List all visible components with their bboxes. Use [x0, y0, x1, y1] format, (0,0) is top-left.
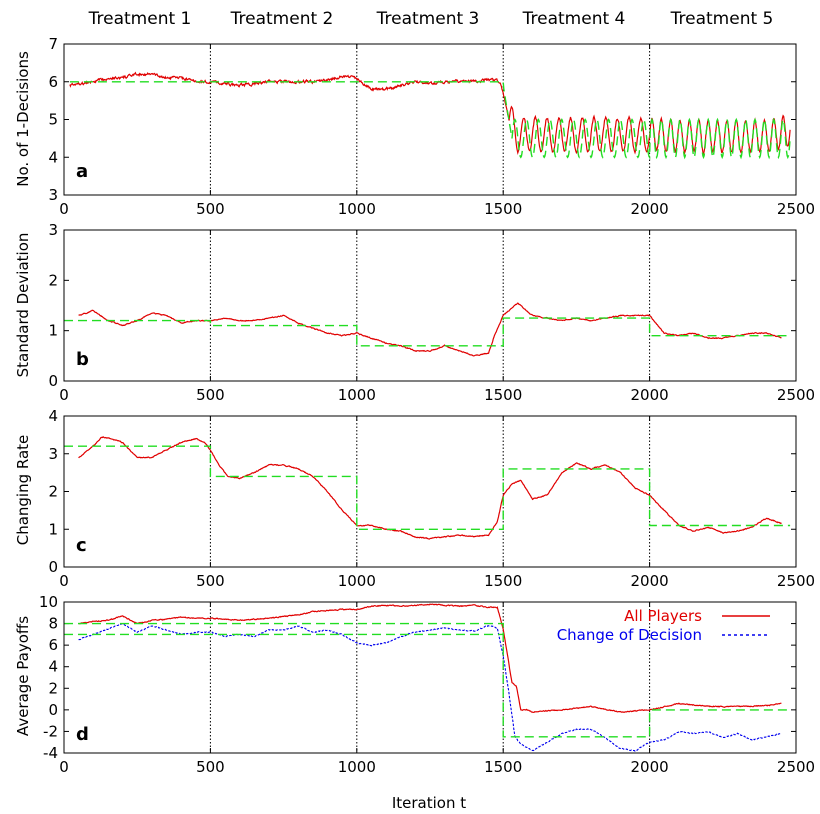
panel-a-ytick-label-1: 4: [48, 148, 58, 166]
panel-b-series-reference: [64, 317, 791, 347]
panel-c-ytick-label-2: 2: [48, 483, 58, 501]
panel-a-xtick-label-2: 1000: [338, 200, 376, 218]
panel-c-xtick-label-0: 0: [59, 572, 69, 590]
panel-b-ytick-label-2: 2: [48, 271, 58, 289]
panel-d-ylabel: Average Payoffs: [14, 616, 32, 736]
panel-a: 0 500 1000 1500 2000 2500 3 4 5 6 7 No. of 1-Decis…: [14, 35, 815, 218]
panel-d-ytick-label-5: 6: [48, 636, 58, 654]
panel-c-frame: [63, 415, 797, 568]
panel-b-letter: b: [76, 349, 89, 370]
panel-a-ytick-label-4: 7: [48, 35, 58, 53]
header-treatment-4: Treatment 4: [522, 9, 626, 29]
panel-c-letter: c: [76, 535, 87, 556]
panel-d-ytick-label-6: 8: [48, 615, 58, 633]
panel-b-xtick-label-1: 500: [196, 386, 225, 404]
panel-a-letter: a: [76, 161, 88, 182]
panel-d-letter: d: [76, 724, 89, 745]
panel-c-ytick-label-3: 3: [48, 445, 58, 463]
panel-a-xtick-label-5: 2500: [777, 200, 815, 218]
panel-b-xtick-label-4: 2000: [631, 386, 669, 404]
header-treatment-2: Treatment 2: [230, 9, 334, 29]
panel-d-xtick-label-1: 500: [196, 758, 225, 776]
header-treatment-3: Treatment 3: [376, 9, 480, 29]
panel-c-series-measured: [78, 436, 782, 540]
panel-b-xtick-label-3: 1500: [484, 386, 522, 404]
panel-b-ytick-label-0: 0: [48, 372, 58, 390]
panel-b-xtick-label-0: 0: [59, 386, 69, 404]
panel-a-marks: 0 500 1000 1500 2000 2500 3 4 5 6 7: [48, 35, 815, 218]
panel-a-ytick-label-3: 6: [48, 73, 58, 91]
panel-a-xtick-label-4: 2000: [631, 200, 669, 218]
panel-a-series-reference: [69, 81, 791, 160]
panel-d-ytick-label-3: 2: [48, 679, 58, 697]
panel-a-xtick-label-1: 500: [196, 200, 225, 218]
panel-b-xtick-label-2: 1000: [338, 386, 376, 404]
panel-b-xtick-label-5: 2500: [777, 386, 815, 404]
panel-c-ytick-label-0: 0: [48, 558, 58, 576]
panel-d-xtick-label-3: 1500: [484, 758, 522, 776]
panel-c-xtick-label-4: 2000: [631, 572, 669, 590]
panel-a-frame: [63, 43, 797, 196]
panel-c-ytick-label-1: 1: [48, 520, 58, 538]
panel-d-ytick-label-1: -2: [43, 722, 58, 740]
header-treatment-1: Treatment 1: [88, 9, 192, 29]
panel-c-marks: 0 500 1000 1500 2000 2500 0 1 2 3 4: [48, 407, 815, 590]
panel-a-ytick-label-0: 3: [48, 186, 58, 204]
treatment-headers: Treatment 1 Treatment 2 Treatment 3 Trea…: [88, 9, 774, 29]
panel-b-marks: 0 500 1000 1500 2000 2500 0 1 2 3: [48, 221, 815, 404]
panel-b-ytick-label-3: 3: [48, 221, 58, 239]
panel-b-ylabel: Standard Deviation: [14, 233, 32, 378]
panel-b-frame: [63, 229, 797, 382]
header-treatment-5: Treatment 5: [670, 9, 774, 29]
panel-d-frame: [63, 601, 797, 754]
panel-d-xtick-label-4: 2000: [631, 758, 669, 776]
panel-d-series-all: [78, 603, 782, 714]
panel-a-ytick-label-2: 5: [48, 111, 58, 129]
panel-a-xtick-label-3: 1500: [484, 200, 522, 218]
panel-d-ytick-label-4: 4: [48, 658, 58, 676]
panel-a-ylabel: No. of 1-Decisions: [14, 51, 32, 187]
panel-c-ylabel: Changing Rate: [14, 435, 32, 546]
panel-a-xtick-label-0: 0: [59, 200, 69, 218]
panel-d-series-reference: [64, 622, 791, 738]
panel-d-ytick-label-7: 10: [39, 593, 58, 611]
panel-c-ytick-label-4: 4: [48, 407, 58, 425]
panel-b: 0 500 1000 1500 2000 2500 0 1 2 3 Standard Deviat…: [14, 221, 815, 404]
panel-d-ytick-label-2: 0: [48, 701, 58, 719]
panel-b-ytick-label-1: 1: [48, 322, 58, 340]
panel-d-xtick-label-0: 0: [59, 758, 69, 776]
panel-b-series-measured: [78, 302, 782, 357]
panel-c-xtick-label-3: 1500: [484, 572, 522, 590]
panel-c-xtick-label-5: 2500: [777, 572, 815, 590]
x-axis-label: Iteration t: [392, 794, 466, 812]
panel-c-xtick-label-2: 1000: [338, 572, 376, 590]
panel-c-series-reference: [64, 445, 791, 530]
panel-d-xtick-label-2: 1000: [338, 758, 376, 776]
panel-d-ytick-label-0: -4: [43, 744, 58, 762]
panel-d-series-change: [78, 623, 782, 752]
legend: All Players Change of Decision: [557, 607, 770, 644]
legend-label-change-of-decision: Change of Decision: [557, 626, 702, 644]
legend-label-all-players: All Players: [624, 607, 702, 625]
panel-d-xtick-label-5: 2500: [777, 758, 815, 776]
panel-c-xtick-label-1: 500: [196, 572, 225, 590]
